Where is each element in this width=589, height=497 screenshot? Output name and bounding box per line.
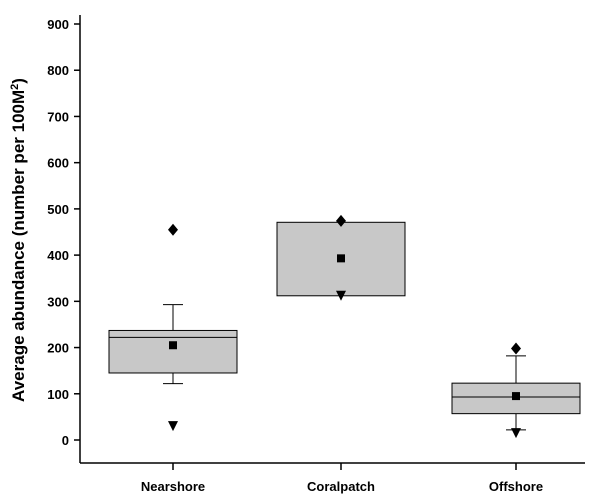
y-tick-label: 700 (47, 109, 69, 124)
y-axis-title: Average abundance (number per 100M2) (9, 78, 28, 402)
y-tick-label: 500 (47, 202, 69, 217)
box-group (276, 214, 406, 301)
y-axis-title-main: Average abundance (number per 100M (9, 90, 28, 402)
min-marker (336, 290, 346, 301)
y-tick-label: 900 (47, 17, 69, 32)
y-tick-label: 200 (47, 341, 69, 356)
box-group (108, 223, 238, 432)
mean-marker (337, 254, 345, 263)
y-tick-label: 0 (62, 433, 69, 448)
y-axis-ticks: 0 100 200 300 400 500 600 700 800 900 (47, 17, 80, 448)
mean-marker (512, 392, 520, 401)
y-tick-label: 100 (47, 387, 69, 402)
min-marker (168, 421, 178, 432)
x-tick-label: Nearshore (141, 479, 205, 494)
y-axis-title-close: ) (9, 78, 28, 84)
y-tick-label: 300 (47, 294, 69, 309)
box-group (451, 342, 581, 439)
x-axis-ticks: Nearshore Coralpatch Offshore (141, 463, 543, 494)
axes (79, 15, 585, 464)
y-axis-title-superscript: 2 (9, 84, 21, 90)
max-marker (168, 223, 178, 236)
max-marker (336, 214, 346, 227)
y-tick-label: 400 (47, 248, 69, 263)
x-tick-label: Offshore (489, 479, 543, 494)
y-tick-label: 800 (47, 63, 69, 78)
max-marker (511, 342, 521, 355)
min-marker (511, 428, 521, 439)
x-tick-label: Coralpatch (307, 479, 375, 494)
boxes (108, 214, 581, 439)
iqr-box (108, 329, 238, 374)
mean-marker (169, 341, 177, 350)
y-tick-label: 600 (47, 156, 69, 171)
